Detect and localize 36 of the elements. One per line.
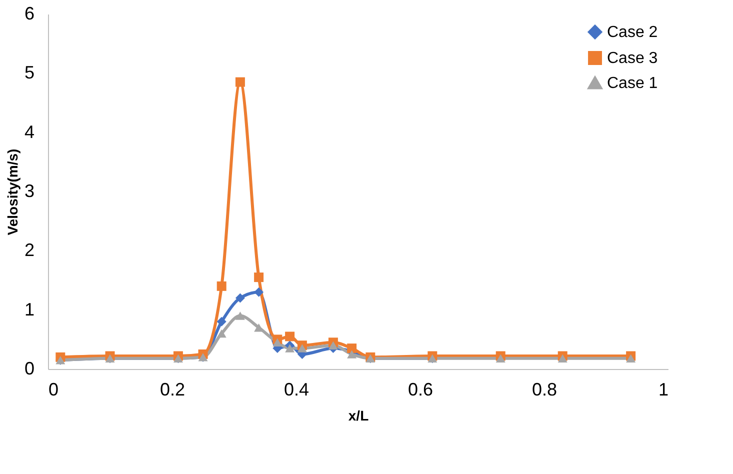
point bbox=[297, 344, 307, 352]
y-tick-label: 3 bbox=[24, 181, 34, 201]
y-tick-label: 0 bbox=[24, 358, 34, 378]
x-tick-label: 0.6 bbox=[408, 380, 434, 400]
point bbox=[216, 281, 226, 291]
y-tick-label: 4 bbox=[24, 122, 34, 142]
point bbox=[347, 350, 357, 358]
point bbox=[626, 354, 636, 362]
point bbox=[272, 338, 282, 346]
x-tick-label: 0.8 bbox=[532, 380, 558, 400]
y-tick-label: 6 bbox=[24, 4, 34, 24]
point bbox=[496, 354, 506, 362]
x-tick-label: 0.4 bbox=[284, 380, 310, 400]
x-tick-label: 0.2 bbox=[160, 380, 186, 400]
legend-label: Case 2 bbox=[607, 24, 658, 41]
point bbox=[235, 293, 245, 303]
y-tick-label: 1 bbox=[24, 299, 34, 320]
point bbox=[216, 329, 226, 338]
legend-label: Case 1 bbox=[607, 75, 658, 92]
legend-label: Case 3 bbox=[607, 50, 658, 67]
x-tick-label: 0 bbox=[48, 380, 59, 400]
point bbox=[254, 272, 264, 282]
point bbox=[235, 312, 245, 320]
x-tick-label: 1 bbox=[658, 380, 668, 400]
point bbox=[328, 341, 338, 350]
point bbox=[347, 344, 357, 354]
point bbox=[285, 332, 295, 342]
y-axis-title: Velosity(m/s) bbox=[4, 148, 20, 236]
x-axis-title: x/L bbox=[348, 408, 370, 424]
point bbox=[285, 344, 295, 352]
y-tick-label: 5 bbox=[24, 62, 34, 83]
point bbox=[216, 316, 226, 326]
y-tick-label: 2 bbox=[24, 240, 34, 260]
point bbox=[558, 354, 568, 362]
point bbox=[235, 77, 245, 87]
point bbox=[254, 287, 264, 297]
